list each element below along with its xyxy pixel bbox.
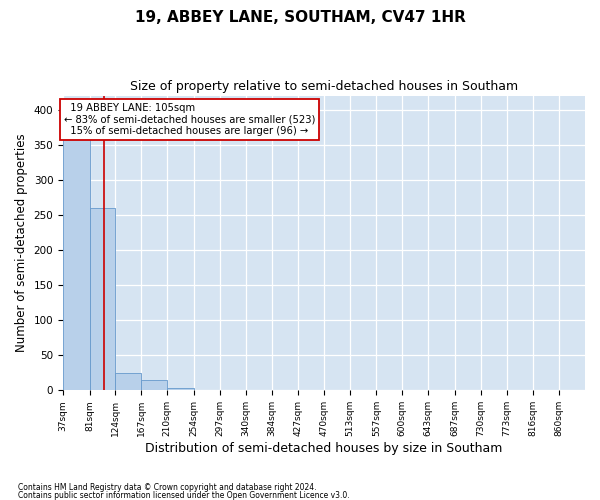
Bar xyxy=(63,110,89,390)
X-axis label: Distribution of semi-detached houses by size in Southam: Distribution of semi-detached houses by … xyxy=(145,442,503,455)
Text: Contains HM Land Registry data © Crown copyright and database right 2024.: Contains HM Land Registry data © Crown c… xyxy=(18,484,317,492)
Bar xyxy=(89,208,115,390)
Text: Contains public sector information licensed under the Open Government Licence v3: Contains public sector information licen… xyxy=(18,490,350,500)
Text: 19, ABBEY LANE, SOUTHAM, CV47 1HR: 19, ABBEY LANE, SOUTHAM, CV47 1HR xyxy=(134,10,466,25)
Text: 19 ABBEY LANE: 105sqm
← 83% of semi-detached houses are smaller (523)
  15% of s: 19 ABBEY LANE: 105sqm ← 83% of semi-deta… xyxy=(64,102,315,136)
Bar xyxy=(115,373,142,390)
Bar xyxy=(167,388,194,390)
Bar xyxy=(142,380,167,390)
Y-axis label: Number of semi-detached properties: Number of semi-detached properties xyxy=(15,134,28,352)
Title: Size of property relative to semi-detached houses in Southam: Size of property relative to semi-detach… xyxy=(130,80,518,93)
